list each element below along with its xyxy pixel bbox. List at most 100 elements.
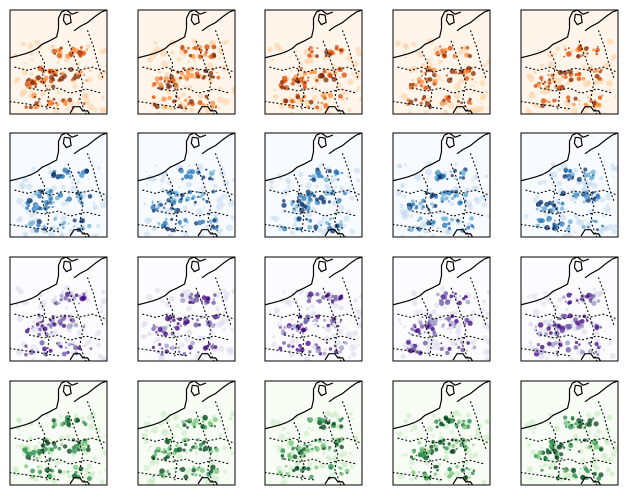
coastline [73, 10, 107, 32]
country-border [195, 163, 215, 237]
map-panel-oranges-2 [137, 9, 236, 115]
country-border [215, 277, 232, 327]
coastline [456, 257, 490, 279]
country-border [549, 298, 561, 357]
coastline [62, 136, 72, 149]
country-border [525, 313, 618, 320]
map-panel-greens-4 [392, 380, 491, 486]
map-frame [137, 256, 236, 362]
coastline [69, 229, 91, 237]
map-frame [392, 380, 491, 486]
precipitation-field [143, 163, 235, 237]
map-frame [264, 9, 363, 115]
country-border [38, 51, 50, 110]
country-border [283, 458, 358, 465]
coastline [573, 136, 583, 149]
country-border [470, 153, 487, 203]
country-border [67, 411, 87, 485]
country-border [397, 437, 490, 444]
country-border [598, 30, 615, 80]
map-panel-oranges-3 [264, 9, 363, 115]
coastline [138, 133, 195, 182]
coastline [452, 353, 474, 361]
map-frame [9, 380, 108, 486]
coastline [193, 133, 207, 138]
coastline [580, 229, 602, 237]
map-frame [137, 9, 236, 115]
map-frame [392, 9, 491, 115]
country-border [293, 298, 305, 357]
coastline [573, 384, 583, 397]
coastline [69, 477, 91, 485]
country-border [293, 422, 305, 481]
country-border [342, 401, 359, 451]
precipitation-field [146, 38, 235, 114]
precipitation-field [271, 288, 362, 361]
country-border [421, 298, 433, 357]
country-border [142, 437, 235, 444]
country-border [322, 163, 342, 237]
country-border [269, 189, 362, 196]
country-border [470, 277, 487, 327]
coastline [393, 133, 450, 182]
country-border [322, 411, 342, 485]
coastline [452, 477, 474, 485]
country-border [166, 422, 178, 481]
coastline [576, 381, 590, 386]
coastline [324, 106, 346, 114]
map-frame [520, 9, 619, 115]
coastline [65, 381, 79, 386]
coastline [201, 133, 235, 155]
precipitation-field [524, 410, 618, 484]
coastline [317, 384, 327, 397]
coastline [320, 257, 334, 262]
country-border [195, 40, 215, 114]
precipitation-field [15, 285, 107, 361]
country-border [166, 174, 178, 233]
country-border [195, 411, 215, 485]
coastline [265, 257, 322, 306]
coastline [10, 10, 67, 59]
coastline [190, 13, 200, 26]
coastline [521, 10, 578, 59]
country-border [14, 189, 107, 196]
coastline [452, 106, 474, 114]
coastline [448, 133, 462, 138]
coastline [328, 381, 362, 403]
country-border [549, 51, 561, 110]
map-frame [392, 132, 491, 238]
coastline [197, 353, 219, 361]
country-border [411, 87, 486, 94]
country-border [28, 210, 103, 217]
coastline [65, 257, 79, 262]
map-panel-greens-3 [264, 380, 363, 486]
coastline [573, 13, 583, 26]
coastline [10, 133, 67, 182]
precipitation-field [395, 160, 490, 237]
country-border [578, 411, 598, 485]
country-border [450, 411, 470, 485]
coastline [265, 381, 322, 430]
coastline [393, 10, 450, 59]
map-frame [520, 256, 619, 362]
coastline [584, 381, 618, 403]
coastline [328, 257, 362, 279]
country-border [578, 40, 598, 114]
country-border [578, 163, 598, 237]
country-border [421, 422, 433, 481]
country-border [411, 334, 486, 341]
country-border [166, 298, 178, 357]
coastline [265, 10, 322, 59]
coastline [521, 257, 578, 306]
country-border [28, 334, 103, 341]
map-panel-oranges-5 [520, 9, 619, 115]
country-border [411, 210, 486, 217]
country-border [525, 437, 618, 444]
country-border [525, 66, 618, 73]
coastline [197, 477, 219, 485]
coastline [317, 260, 327, 273]
country-border [166, 51, 178, 110]
country-border [14, 66, 107, 73]
coastline [138, 257, 195, 306]
